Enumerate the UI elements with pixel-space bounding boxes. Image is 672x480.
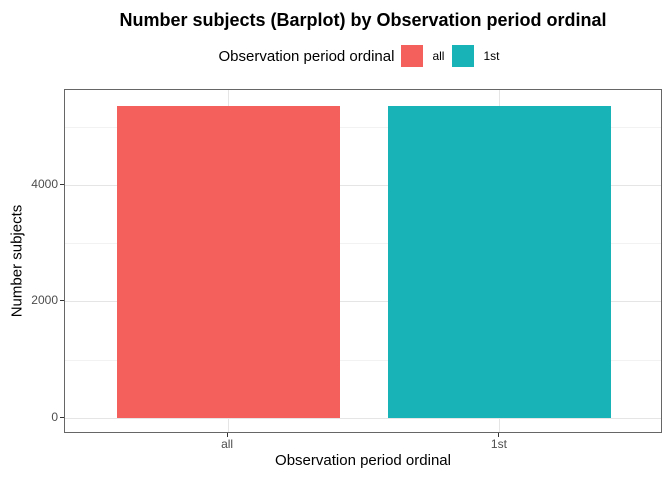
x-tick-label: 1st (490, 437, 507, 451)
y-tick-label: 0 (51, 409, 58, 424)
legend-entries: all 1st (401, 45, 507, 67)
gridline-minor (65, 126, 661, 128)
gridline-major (65, 417, 661, 419)
legend-swatch-all (401, 45, 424, 67)
x-tick-label: all (221, 437, 234, 451)
legend-swatch-1st (452, 45, 475, 67)
legend-entry-all: all (401, 45, 452, 67)
y-tick-label: 2000 (31, 293, 58, 308)
gridline-minor (65, 243, 661, 245)
gridline-major (65, 184, 661, 186)
y-tick-mark (60, 416, 64, 418)
legend: Observation period ordinal all 1st (64, 44, 662, 68)
legend-label: all (432, 49, 445, 63)
y-tick-label: 4000 (31, 176, 58, 191)
bar-all (116, 105, 340, 419)
plot-panel (64, 89, 662, 433)
gridline-major (65, 301, 661, 303)
chart-title: Number subjects (Barplot) by Observation… (119, 10, 607, 30)
x-tick-mark (226, 433, 228, 437)
y-tick-mark (60, 183, 64, 185)
legend-entry-1st: 1st (452, 45, 507, 67)
legend-title: Observation period ordinal (218, 47, 395, 65)
gridline-minor (65, 359, 661, 361)
x-axis-title: Observation period ordinal (275, 452, 451, 469)
bar-1st (388, 105, 612, 419)
y-tick-mark (60, 300, 64, 302)
x-tick-mark (498, 433, 500, 437)
legend-label: 1st (483, 49, 500, 63)
